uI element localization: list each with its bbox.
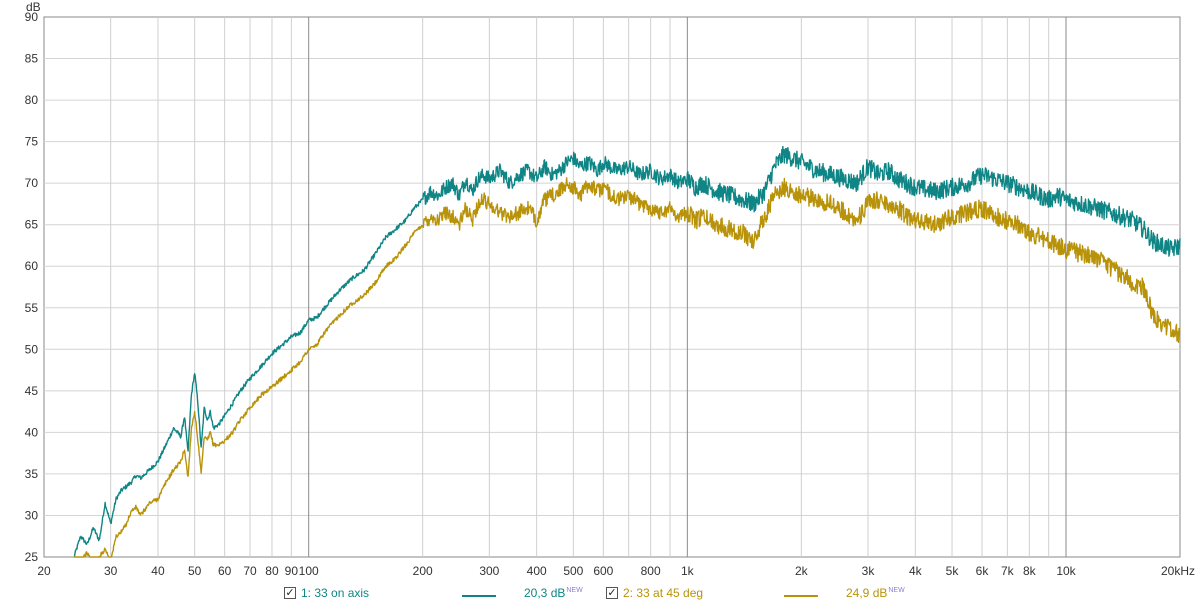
legend: ✓ 1: 33 on axis 20,3 dBNEW ✓ 2: 33 at 45… (0, 584, 1200, 606)
y-tick-label: 50 (25, 342, 39, 356)
y-tick-label: 40 (25, 425, 39, 439)
x-tick-label: 30 (104, 564, 118, 578)
checkbox-series-2[interactable]: ✓ (606, 587, 618, 599)
legend-label-1: 1: 33 on axis (301, 586, 370, 600)
x-tick-label: 300 (479, 564, 499, 578)
x-tick-label: 5k (946, 564, 960, 578)
legend-level-2: 24,9 dB (846, 586, 888, 600)
x-tick-label: 8k (1023, 564, 1037, 578)
x-tick-label: 600 (593, 564, 613, 578)
grid-lines (44, 17, 1180, 557)
y-tick-label: 65 (25, 218, 39, 232)
x-tick-label: 1k (681, 564, 695, 578)
y-tick-label: 55 (25, 301, 39, 315)
x-tick-label: 6k (976, 564, 990, 578)
legend-swatch-1 (462, 595, 496, 597)
x-tick-label: 20 (37, 564, 51, 578)
y-axis-label: dB (26, 0, 41, 14)
y-tick-label: 75 (25, 135, 39, 149)
y-tick-label: 45 (25, 384, 39, 398)
plot-area (43, 16, 1181, 558)
legend-label-2: 2: 33 at 45 deg (623, 586, 704, 600)
x-tick-label: 40 (151, 564, 165, 578)
x-tick-label: 200 (413, 564, 433, 578)
x-tick-label: 20kHz (1161, 564, 1195, 578)
x-tick-label: 60 (218, 564, 232, 578)
checkbox-series-1[interactable]: ✓ (284, 587, 296, 599)
x-tick-label: 90 (285, 564, 299, 578)
x-tick-label: 500 (563, 564, 583, 578)
series-lines (73, 145, 1181, 558)
x-tick-label: 4k (909, 564, 923, 578)
new-badge-2: NEW (888, 587, 905, 594)
x-tick-label: 800 (641, 564, 661, 578)
y-axis-ticks: 25 30 35 40 45 50 55 60 65 70 75 80 85 90 (25, 10, 39, 564)
new-badge-1: NEW (566, 587, 583, 594)
y-tick-label: 35 (25, 467, 39, 481)
x-tick-label: 100 (299, 564, 319, 578)
y-tick-label: 30 (25, 508, 39, 522)
legend-item-2[interactable]: ✓ 2: 33 at 45 deg (606, 586, 703, 600)
x-tick-label: 400 (527, 564, 547, 578)
x-tick-label: 70 (243, 564, 257, 578)
y-tick-label: 80 (25, 93, 39, 107)
legend-item-1[interactable]: ✓ 1: 33 on axis (284, 586, 369, 600)
series-line-1 (73, 145, 1181, 558)
y-tick-label: 85 (25, 52, 39, 66)
x-axis-ticks: 20 30 40 50 60 70 80 90 100 200 300 400 500 600 800 1k 2… (37, 564, 1195, 578)
x-tick-label: 7k (1001, 564, 1015, 578)
y-tick-label: 25 (25, 550, 39, 564)
x-tick-label: 3k (862, 564, 876, 578)
x-tick-label: 80 (265, 564, 279, 578)
x-tick-label: 10k (1056, 564, 1076, 578)
x-tick-label: 2k (795, 564, 809, 578)
y-tick-label: 60 (25, 259, 39, 273)
x-tick-label: 50 (188, 564, 202, 578)
series-line-2 (73, 177, 1181, 558)
legend-value-2: 24,9 dBNEW (846, 586, 905, 600)
y-tick-label: 90 (25, 10, 39, 24)
legend-swatch-2 (784, 595, 818, 597)
frequency-response-chart: 25 30 35 40 45 50 55 60 65 70 75 80 85 90 20 30 40 50 60 7… (25, 0, 1195, 578)
y-tick-label: 70 (25, 176, 39, 190)
legend-level-1: 20,3 dB (524, 586, 566, 600)
legend-value-1: 20,3 dBNEW (524, 586, 583, 600)
